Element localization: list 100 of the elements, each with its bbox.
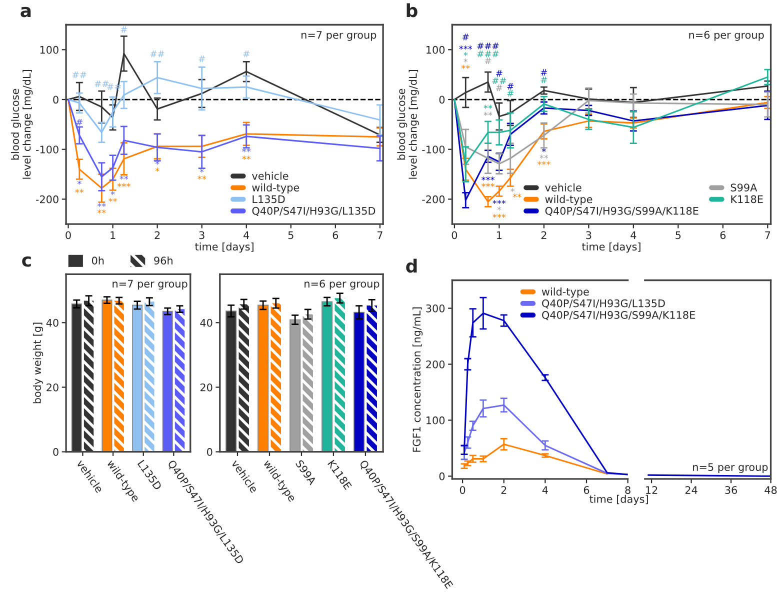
annotation: n=5 per group: [693, 463, 768, 474]
x-tick-label: 0: [460, 486, 466, 494]
legend-label: K118E: [731, 195, 763, 204]
y-axis-title: blood glucose level change [mg/dL]: [397, 70, 419, 179]
annotation: #: [243, 50, 250, 58]
annotation: *: [464, 58, 468, 63]
annotation: #: [76, 118, 82, 126]
y-tick-label: 200: [426, 360, 445, 368]
annotation: #: [496, 70, 502, 77]
annotation: ***: [482, 176, 495, 181]
y-tick-label: 40: [46, 318, 58, 327]
chart-title: a: [20, 6, 31, 18]
legend-label: wild-type: [252, 183, 300, 194]
y-tick-label: 100: [40, 46, 58, 54]
x-tick-label: 3: [586, 231, 592, 240]
annotation: ##: [94, 80, 109, 88]
annotation: *: [542, 148, 546, 152]
x-tick-label: 6: [332, 231, 338, 240]
x-tick-label: 6: [584, 486, 590, 494]
annotation: ***: [482, 183, 495, 188]
annotation: n=7 per group: [112, 280, 188, 290]
x-tick-label: 4: [542, 486, 548, 494]
annotation: *: [77, 180, 82, 185]
annotation: ***: [117, 183, 130, 188]
annotation: **: [242, 156, 251, 160]
annotation: *: [110, 190, 115, 196]
y-tick-label: 100: [426, 46, 445, 54]
legend-label: Q40P/S47I/H93G/S99A/K118E: [542, 311, 695, 320]
annotation: **: [75, 188, 84, 194]
legend-label: vehicle: [545, 183, 582, 192]
y-axis-title: blood glucose level change [mg/dL]: [10, 70, 33, 179]
annotation: *: [464, 52, 468, 56]
y-axis-title: body weight [g]: [32, 322, 44, 404]
x-tick-label: 7: [377, 231, 382, 239]
legend-label: vehicle: [252, 172, 288, 180]
x-tick-label: 5: [288, 231, 294, 240]
y-tick-label: 40: [200, 318, 212, 327]
legend-label: S99A: [730, 184, 758, 192]
x-axis-title: time [days]: [582, 242, 640, 253]
x-axis-title: time [days]: [195, 242, 254, 253]
x-tick-label: 7: [765, 231, 770, 239]
x-tick-label: 6: [720, 231, 726, 240]
annotation: *: [155, 168, 160, 172]
y-tick-label: 100: [426, 416, 445, 424]
annotation: #: [496, 84, 502, 92]
annotation: n=6 per group: [304, 280, 380, 290]
annotation: **: [97, 209, 106, 214]
annotation: **: [108, 198, 118, 202]
chart-title: d: [406, 258, 417, 273]
annotation: #: [120, 26, 128, 33]
annotation: ###: [477, 42, 499, 50]
annotation: ##: [492, 78, 506, 84]
x-tick-label: 0: [452, 231, 458, 240]
x-tick-label: 4: [630, 231, 636, 239]
annotation: *: [510, 188, 515, 192]
y-tick-label: -100: [422, 146, 445, 154]
annotation: #: [507, 90, 514, 97]
x-tick-label: 36: [725, 486, 738, 494]
y-tick-label: 0: [53, 448, 58, 456]
annotation: ***: [492, 214, 506, 218]
y-tick-label: -100: [36, 146, 58, 154]
y-tick-label: 300: [426, 304, 445, 312]
legend-label: Q40P/S47I/H93G/S99A/K118E: [545, 206, 698, 216]
x-tick-label: 24: [685, 486, 698, 494]
annotation: #: [540, 76, 548, 84]
annotation: ##: [72, 72, 86, 78]
annotation: **: [242, 148, 251, 152]
x-tick-label: 2: [541, 231, 546, 239]
legend-label: 96h: [154, 256, 172, 265]
y-tick-label: 20: [46, 383, 58, 392]
annotation: #: [198, 56, 205, 62]
annotation: ***: [492, 200, 506, 204]
y-tick-label: 0: [53, 96, 58, 104]
x-tick-label: 48: [764, 486, 777, 494]
legend-label: Q40P/S47I/H93G/L135D: [542, 299, 665, 308]
annotation: #: [484, 58, 492, 64]
x-tick-label: 4: [244, 231, 250, 239]
y-tick-label: 0: [439, 96, 445, 104]
legend-label: wild-type: [542, 288, 589, 298]
annotation: **: [97, 202, 106, 208]
legend-label: L135D: [252, 195, 285, 204]
annotation: **: [540, 154, 548, 159]
x-tick-label: 1: [497, 231, 502, 239]
annotation: ###: [477, 50, 499, 58]
y-axis-title: FGF1 concentration [ng/mL]: [412, 307, 423, 452]
x-axis-title: time [days]: [590, 494, 648, 505]
annotation: *: [497, 206, 502, 211]
annotation: **: [198, 176, 206, 180]
x-tick-label: 3: [199, 231, 204, 240]
annotation: n=6 per group: [689, 30, 764, 41]
annotation: **: [512, 193, 522, 198]
annotation: **: [461, 64, 470, 70]
annotation: #: [462, 34, 469, 40]
annotation: #: [540, 69, 548, 76]
annotation: #: [507, 83, 514, 90]
legend-label: Q40P/S47I/H93G/L135D: [252, 206, 376, 216]
y-tick-label: 0: [207, 448, 212, 456]
y-tick-label: 20: [200, 383, 212, 392]
x-tick-label: 12: [646, 486, 658, 494]
annotation: **: [120, 176, 128, 180]
